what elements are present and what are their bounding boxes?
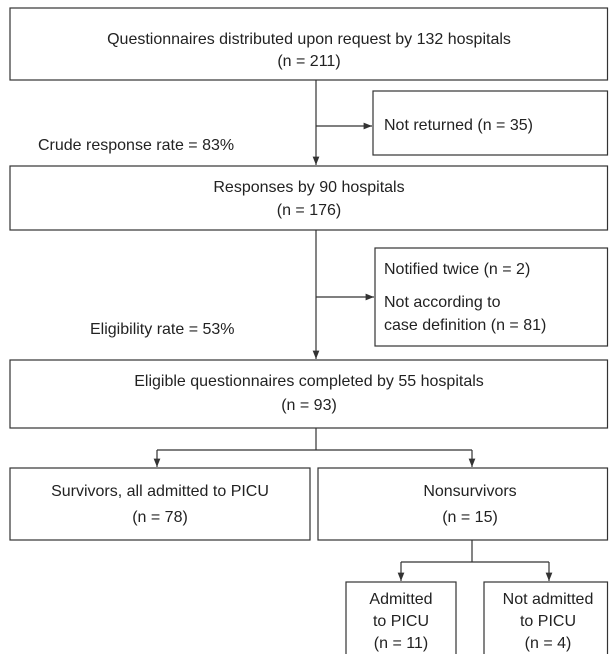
box-text: Questionnaires distributed upon request …: [107, 31, 511, 48]
box-text: to PICU: [373, 613, 429, 630]
box-text: (n = 176): [277, 202, 341, 219]
box: [372, 90, 609, 156]
box-text: to PICU: [520, 613, 576, 630]
box: [9, 165, 609, 231]
edge-label: Eligibility rate = 53%: [90, 321, 235, 338]
box-text: (n = 15): [442, 509, 498, 526]
box: [9, 359, 609, 429]
box-text: (n = 4): [525, 635, 572, 652]
box-text: (n = 11): [374, 635, 428, 652]
box-text: (n = 93): [281, 397, 337, 414]
edge-label: Crude response rate = 83%: [38, 137, 234, 154]
box-text: Responses by 90 hospitals: [213, 179, 404, 196]
box-text: Not returned (n = 35): [384, 117, 533, 134]
box-text: Not according to: [384, 294, 501, 311]
box-text: Survivors, all admitted to PICU: [51, 483, 269, 500]
box: [317, 467, 609, 541]
box-text: (n = 211): [277, 53, 340, 70]
box-text: Nonsurvivors: [423, 483, 516, 500]
box-text: Eligible questionnaires completed by 55 …: [134, 373, 484, 390]
box: [9, 7, 609, 81]
box-text: Not admitted: [503, 591, 594, 608]
box: [345, 581, 457, 654]
box: [9, 467, 311, 541]
box-text: Admitted: [369, 591, 432, 608]
box-text: (n = 78): [132, 509, 188, 526]
box: [374, 247, 609, 347]
connectors: [153, 80, 553, 581]
box: [483, 581, 609, 654]
box-text: Notified twice (n = 2): [384, 261, 530, 278]
box-text: case definition (n = 81): [384, 317, 546, 334]
